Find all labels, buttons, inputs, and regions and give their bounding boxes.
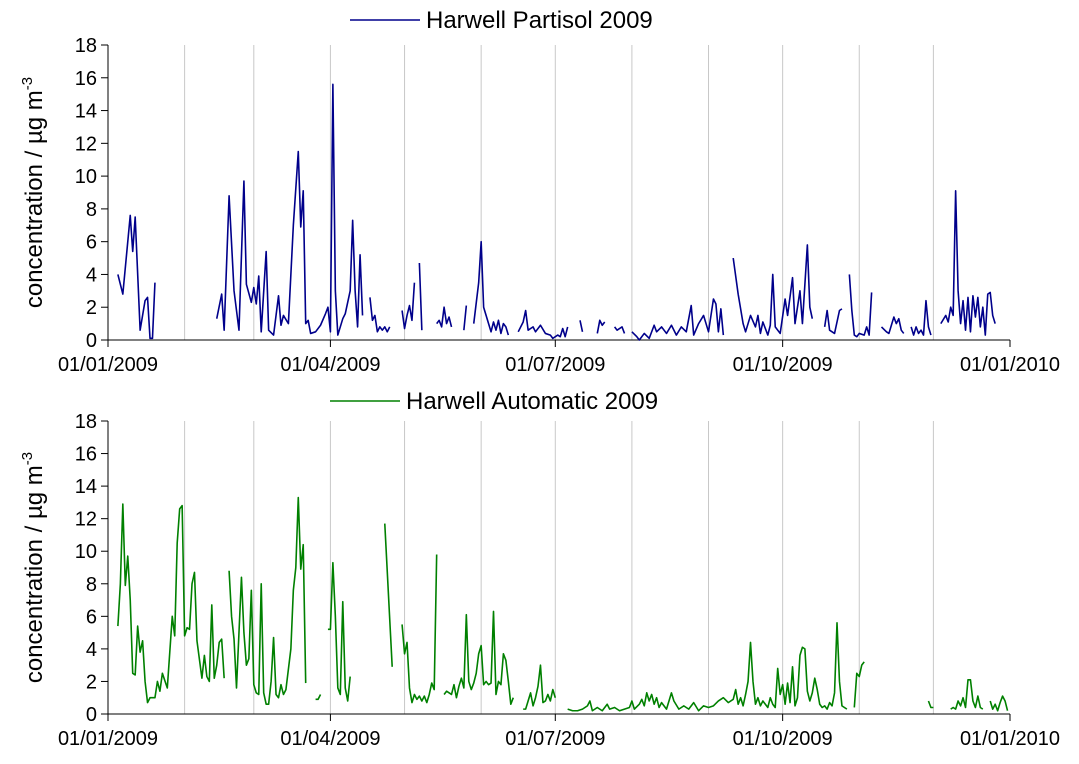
data-line [117, 496, 1009, 712]
y-axis-label-sup: -3 [19, 77, 36, 90]
y-tick-label: 4 [86, 264, 97, 286]
x-tick-label: 01/07/2009 [505, 728, 605, 750]
y-tick-label: 16 [75, 444, 97, 466]
data-line [117, 83, 996, 341]
y-tick-label: 18 [75, 35, 97, 57]
x-tick-label: 01/01/2010 [960, 354, 1060, 376]
y-tick-label: 6 [86, 232, 97, 254]
y-tick-label: 12 [75, 509, 97, 531]
y-axis-label-text: concentration / µg m [21, 90, 48, 308]
y-tick-label: 14 [75, 101, 97, 123]
y-tick-label: 2 [86, 297, 97, 319]
y-tick-label: 0 [86, 704, 97, 726]
y-tick-label: 16 [75, 68, 97, 90]
y-tick-label: 8 [86, 199, 97, 221]
y-tick-label: 18 [75, 411, 97, 433]
y-tick-label: 10 [75, 166, 97, 188]
y-tick-label: 10 [75, 541, 97, 563]
x-tick-label: 01/10/2009 [733, 728, 833, 750]
x-tick-label: 01/04/2009 [280, 728, 380, 750]
x-tick-label: 01/01/2009 [58, 728, 158, 750]
legend-label: Harwell Automatic 2009 [406, 388, 658, 415]
y-axis-label-sup: -3 [19, 452, 36, 465]
y-tick-label: 4 [86, 639, 97, 661]
x-tick-label: 01/07/2009 [505, 354, 605, 376]
legend-label: Harwell Partisol 2009 [426, 7, 653, 34]
y-tick-label: 2 [86, 671, 97, 693]
y-axis-label: concentration / µg m-3 [19, 452, 48, 683]
x-tick-label: 01/01/2009 [58, 354, 158, 376]
x-tick-label: 01/01/2010 [960, 728, 1060, 750]
x-tick-label: 01/04/2009 [280, 354, 380, 376]
y-tick-label: 14 [75, 476, 97, 498]
y-tick-label: 12 [75, 133, 97, 155]
x-tick-label: 01/10/2009 [733, 354, 833, 376]
y-tick-label: 6 [86, 606, 97, 628]
y-tick-label: 8 [86, 574, 97, 596]
y-axis-label-text: concentration / µg m [21, 465, 48, 683]
y-axis-label: concentration / µg m-3 [19, 77, 48, 308]
y-tick-label: 0 [86, 330, 97, 352]
